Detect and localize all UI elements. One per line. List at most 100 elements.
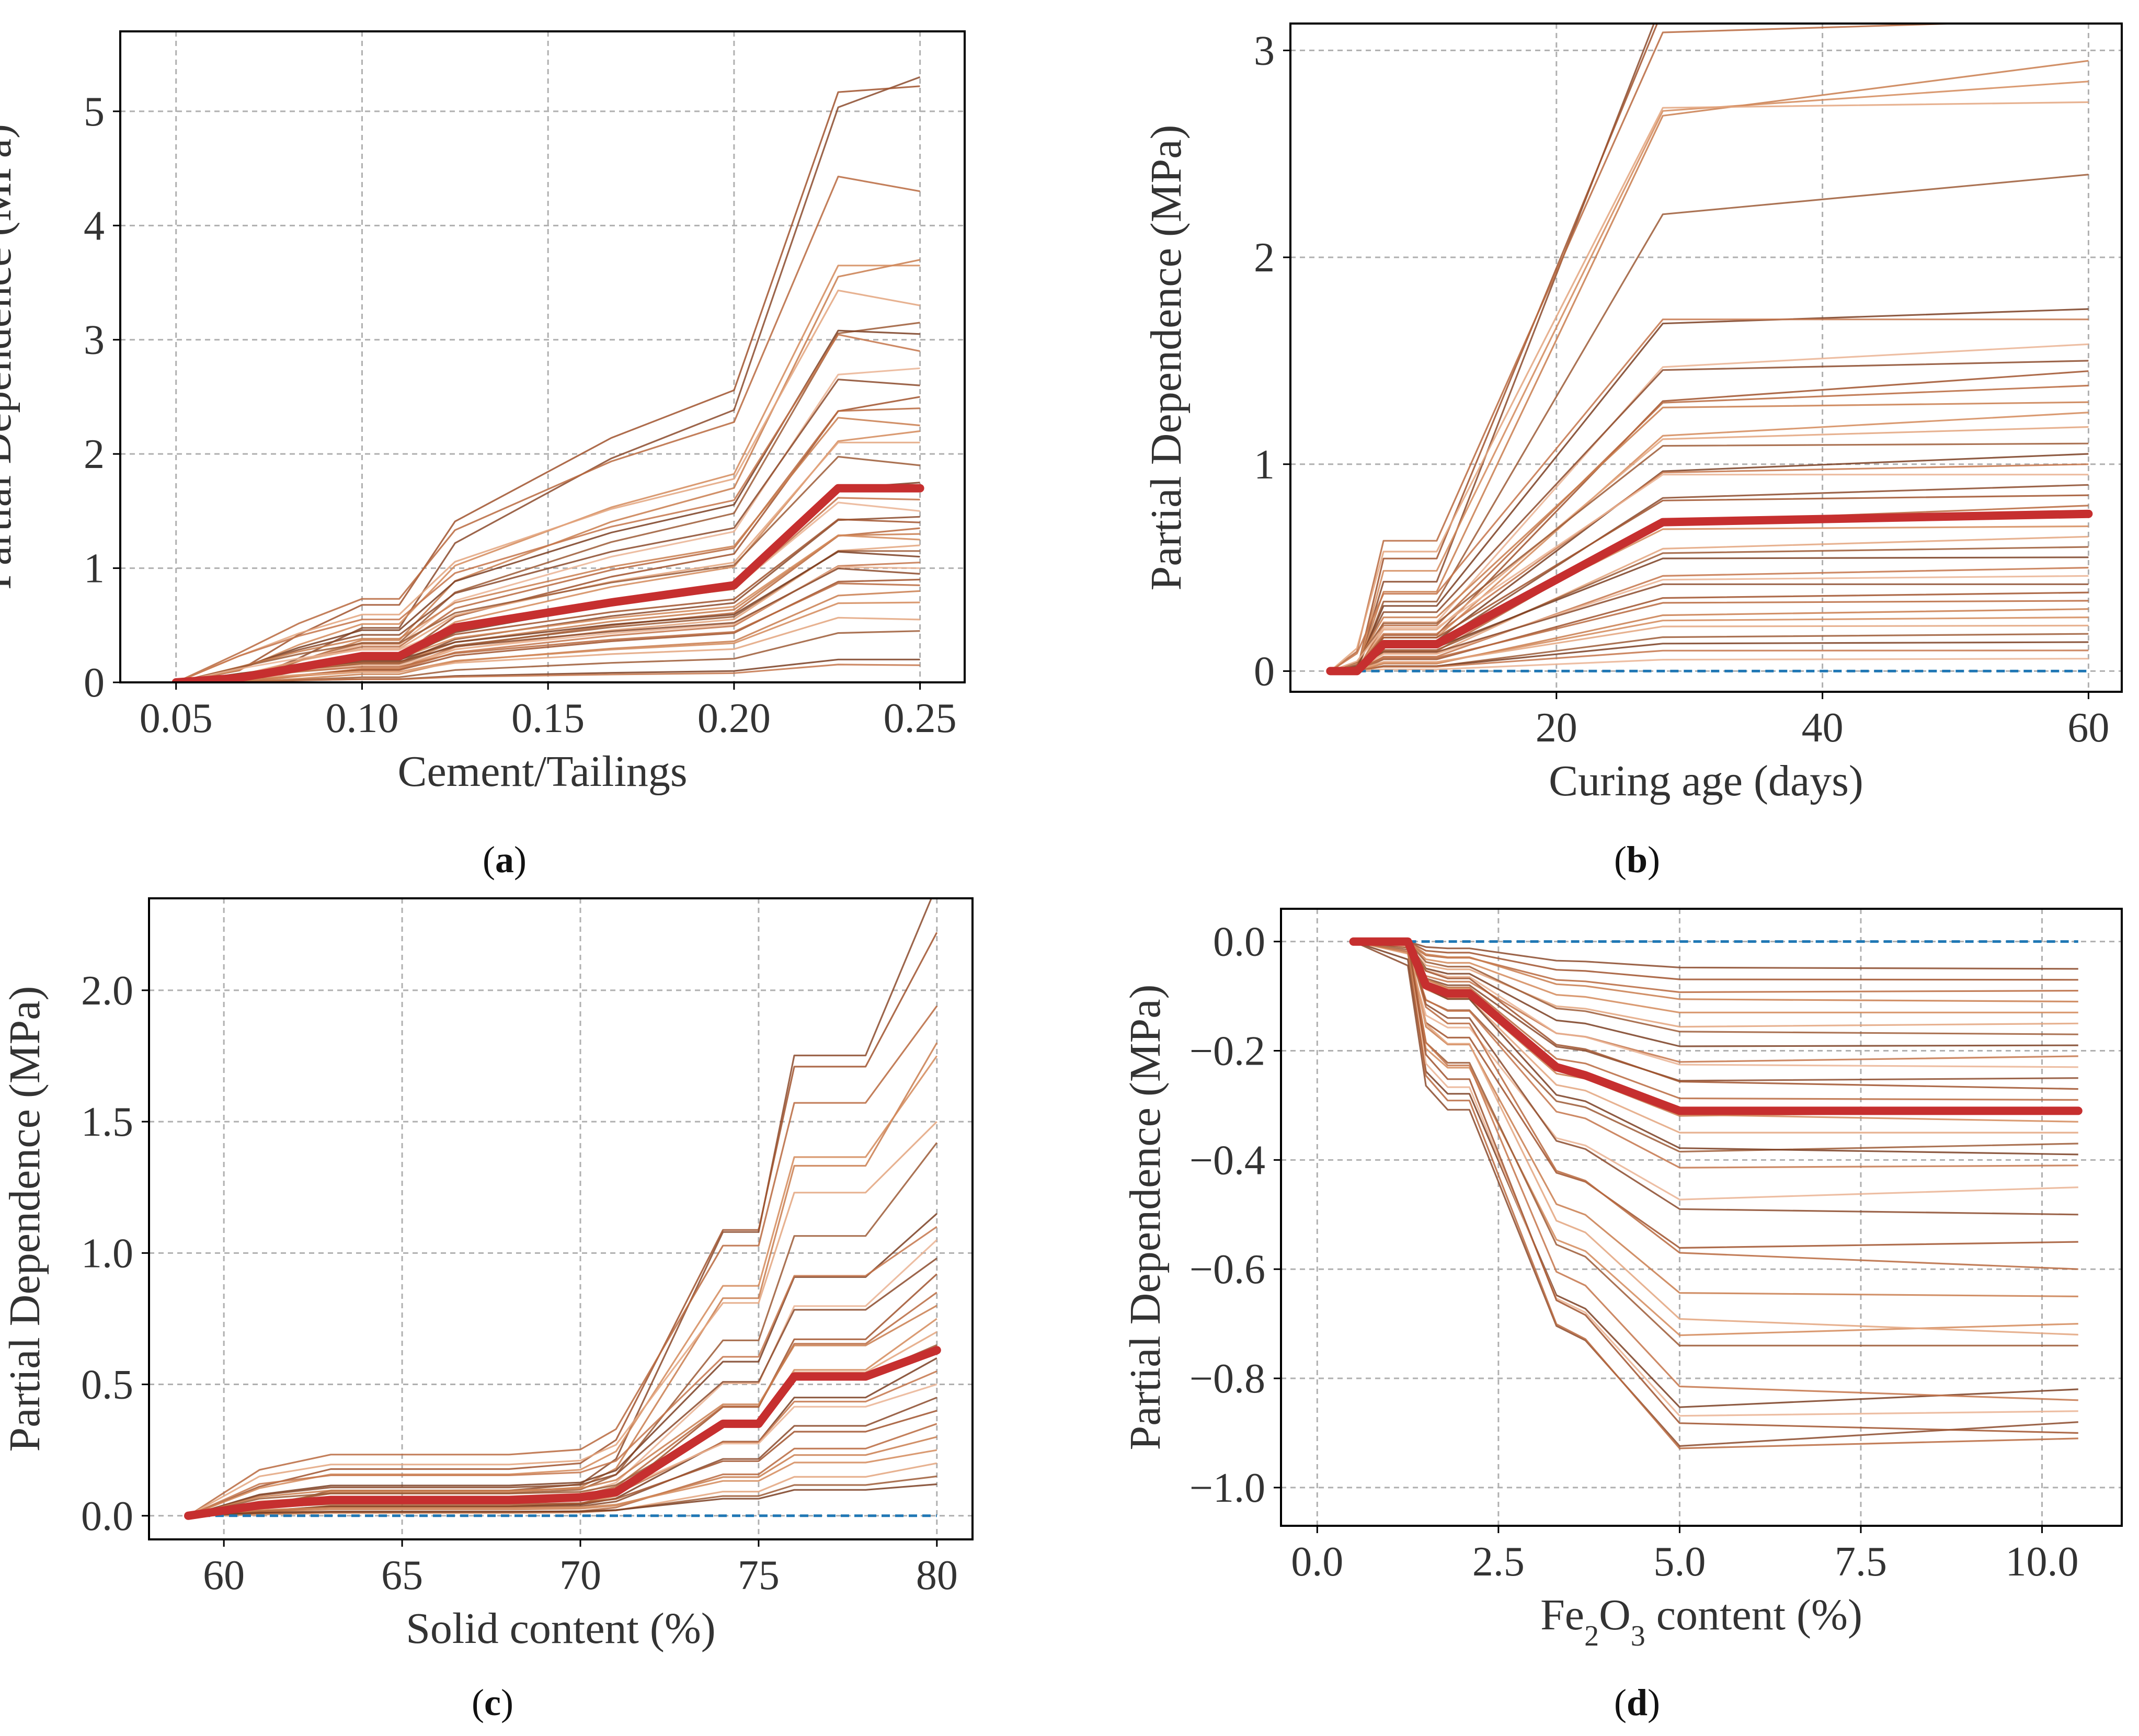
ice-line <box>1353 941 2078 970</box>
ice-line <box>1353 941 2078 1346</box>
x-tick-label: 0.25 <box>884 695 957 741</box>
average-pd-line <box>1349 937 2083 1115</box>
panel-label-letter: a <box>495 839 514 881</box>
y-tick-label: −0.6 <box>1189 1247 1265 1293</box>
ice-line <box>188 932 938 1517</box>
x-tick-label: 75 <box>738 1552 780 1598</box>
ice-line <box>176 176 920 682</box>
ice-line <box>188 1436 937 1517</box>
ice-line <box>1353 941 2078 1068</box>
y-tick-label: 5 <box>84 89 105 135</box>
axes-frame <box>1289 22 2123 693</box>
x-axis-label: Solid content (%) <box>406 1604 716 1653</box>
average-pd-line <box>184 1346 941 1520</box>
ice-line <box>1353 941 2078 981</box>
y-tick-label: 1.0 <box>81 1230 133 1276</box>
panel-label-letter: b <box>1627 839 1648 881</box>
ice-line <box>1353 941 2078 1434</box>
y-tick-label: −1.0 <box>1189 1465 1265 1511</box>
x-tick-label: 0.05 <box>140 695 213 741</box>
ice-line <box>1330 101 2089 672</box>
y-tick-label: 4 <box>84 203 105 249</box>
panel-label: (b) <box>1614 839 1660 881</box>
x-tick-label: 0.20 <box>697 695 771 741</box>
ice-line <box>176 601 920 682</box>
y-tick-label: 0.0 <box>1213 919 1265 965</box>
y-axis-label: Partial Dependence (MPa) <box>1142 125 1191 591</box>
y-tick-label: 2 <box>1254 235 1275 281</box>
x-tick-label: 0.0 <box>1291 1539 1343 1585</box>
ice-line <box>188 1006 938 1517</box>
ice-line <box>188 1226 937 1517</box>
axes-frame <box>148 897 974 1540</box>
ice-line <box>1353 941 2078 1101</box>
x-tick-label: 60 <box>203 1552 245 1598</box>
chart-panel-d: 0.0 2.5 5.0 7.5 10.0 0.0 −0.2 −0.4 −0.6 −0.8 −1.0 F… <box>1121 908 2123 1723</box>
ice-line <box>1330 546 2089 672</box>
x-tick-label: 40 <box>1802 705 1844 751</box>
ice-line <box>1353 941 2078 1169</box>
y-tick-label: 0 <box>84 660 105 706</box>
ice-line <box>1353 941 2078 1336</box>
ice-line <box>188 1449 937 1517</box>
ice-line <box>188 1483 937 1517</box>
ice-line <box>176 455 920 682</box>
ice-line <box>1330 473 2089 672</box>
ice-line <box>1353 941 2078 1028</box>
x-tick-label: 5.0 <box>1653 1539 1706 1585</box>
plot-area <box>171 76 924 682</box>
x-tick-label: 65 <box>381 1552 423 1598</box>
ice-line <box>1330 360 2089 672</box>
x-tick-label: 70 <box>559 1552 601 1598</box>
x-tick-label: 10.0 <box>2006 1539 2079 1585</box>
x-axis-label: Cement/Tailings <box>397 747 687 796</box>
chart-panel-c: 60 65 70 75 80 0.0 0.5 1.0 1.5 2.0 Solid content (… <box>1 897 974 1723</box>
x-axis-label-subscript: 2 <box>1584 1620 1599 1652</box>
x-axis-label: Curing age (days) <box>1549 757 1863 805</box>
y-tick-label: 1 <box>1254 442 1275 488</box>
ice-line <box>188 1258 937 1517</box>
y-axis-label: Partial Dependence (MPa) <box>1 986 49 1452</box>
y-tick-label: 2.0 <box>81 968 133 1014</box>
x-axis-label-part: Fe <box>1540 1591 1584 1639</box>
x-tick-label: 60 <box>2067 705 2109 751</box>
x-tick-label: 0.15 <box>511 695 585 741</box>
plot-area <box>1326 24 2093 676</box>
y-axis-label: Partial Dependence (MPa) <box>1121 985 1170 1451</box>
average-pd-line <box>1326 509 2093 676</box>
ice-line <box>188 1121 937 1517</box>
y-tick-label: −0.8 <box>1189 1356 1265 1402</box>
y-tick-label: −0.4 <box>1189 1137 1265 1183</box>
ice-line <box>1330 81 2089 672</box>
x-tick-label: 0.10 <box>325 695 398 741</box>
x-axis-label-part: content (%) <box>1645 1591 1862 1639</box>
ice-line <box>188 898 933 1517</box>
ice-line <box>176 664 920 682</box>
panel-label-letter: d <box>1627 1682 1648 1723</box>
ice-line <box>176 85 920 682</box>
ice-line <box>188 1305 937 1517</box>
ice-line <box>1353 941 2078 1449</box>
ice-line <box>188 1055 938 1517</box>
x-tick-label: 2.5 <box>1472 1539 1525 1585</box>
chart-panel-a: 0.05 0.10 0.15 0.20 0.25 0 1 2 3 4 5 Cement/Tailing… <box>0 30 966 881</box>
ice-line <box>176 334 920 682</box>
y-tick-label: 1 <box>84 546 105 592</box>
panel-label: (c) <box>472 1682 513 1723</box>
axes-frame <box>119 30 966 683</box>
ice-line <box>188 1142 938 1517</box>
y-axis-label: Partial Dependence (MPa) <box>0 124 20 590</box>
y-tick-label: 3 <box>84 317 105 363</box>
x-axis-label-part: O <box>1599 1591 1631 1639</box>
y-tick-label: 0.0 <box>81 1493 133 1539</box>
ice-line <box>176 441 920 682</box>
y-tick-label: 2 <box>84 431 105 477</box>
ice-line <box>188 1213 937 1517</box>
x-tick-label: 20 <box>1536 705 1577 751</box>
x-tick-label: 7.5 <box>1835 1539 1887 1585</box>
x-axis-label-subscript: 3 <box>1631 1620 1645 1652</box>
x-axis-label: Fe2O3 content (%) <box>1540 1591 1862 1652</box>
average-pd-line <box>171 484 924 682</box>
panel-label-letter: c <box>484 1682 501 1723</box>
